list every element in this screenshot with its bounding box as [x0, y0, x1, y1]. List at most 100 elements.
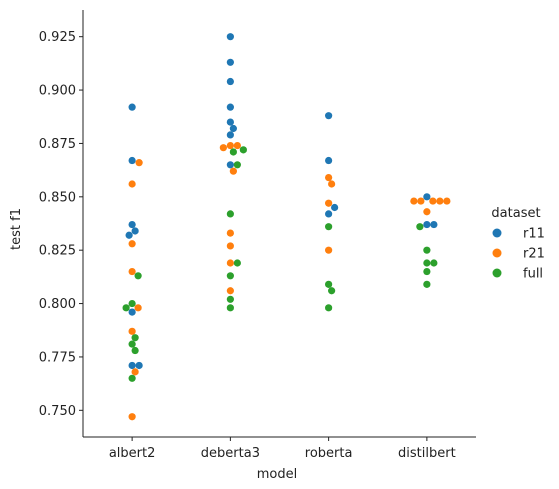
point-deberta3-r21 [233, 141, 241, 150]
point-deberta3-r21 [219, 144, 227, 152]
point-albert2-r11 [135, 361, 143, 370]
y-tick-label: 0.750 [39, 404, 76, 419]
legend-marker-full [492, 268, 502, 278]
legend-label-r11: r11 [523, 227, 545, 242]
point-distilbert-full [423, 259, 431, 267]
y-tick-label: 0.850 [39, 190, 76, 205]
point-albert2-r11 [128, 220, 136, 229]
y-axis-ticks: 0.750 0.775 0.800 0.825 0.850 0.875 0.900 0.925 [39, 30, 83, 419]
point-distilbert-r11 [430, 220, 438, 229]
point-roberta-r11 [325, 156, 333, 165]
point-albert2-full [128, 374, 136, 382]
point-deberta3-r11 [229, 124, 237, 133]
point-albert2-r21 [135, 159, 143, 167]
legend-title: dataset [491, 206, 540, 221]
point-deberta3-r21 [226, 242, 234, 250]
x-axis-label: model [257, 467, 297, 482]
y-tick-label: 0.925 [39, 30, 76, 45]
point-deberta3-full [233, 161, 241, 169]
x-tick-label-distilbert: distilbert [398, 446, 456, 461]
point-deberta3-full [239, 146, 247, 154]
point-albert2-full [131, 334, 139, 342]
point-roberta-full [325, 304, 333, 312]
point-distilbert-r21 [429, 197, 437, 205]
point-deberta3-r11 [226, 161, 234, 169]
point-distilbert-full [430, 259, 438, 267]
legend: dataset r11 r21 full [491, 206, 544, 282]
legend-label-r21: r21 [523, 247, 545, 262]
y-tick-label: 0.900 [39, 84, 76, 99]
point-deberta3-r11 [226, 77, 234, 86]
point-albert2-r21 [134, 304, 142, 312]
point-albert2-full [122, 304, 130, 312]
point-roberta-r11 [325, 210, 333, 218]
point-distilbert-r21 [436, 197, 444, 205]
point-deberta3-r21 [229, 167, 237, 175]
point-roberta-r21 [325, 246, 333, 254]
point-albert2-r21 [128, 180, 136, 188]
point-distilbert-full [423, 246, 431, 254]
point-deberta3-full [226, 304, 234, 312]
point-distilbert-full [423, 267, 431, 276]
point-deberta3-full [226, 210, 234, 218]
point-deberta3-r11 [226, 118, 234, 126]
point-deberta3-r21 [226, 229, 234, 237]
point-roberta-r21 [325, 199, 333, 207]
data-points [122, 33, 451, 421]
y-tick-label: 0.825 [39, 244, 76, 259]
point-albert2-r21 [128, 413, 136, 421]
point-roberta-full [328, 287, 336, 295]
x-tick-label-albert2: albert2 [109, 446, 156, 461]
point-albert2-r21 [131, 368, 139, 376]
point-deberta3-r11 [226, 33, 234, 41]
point-albert2-r11 [128, 361, 136, 370]
point-deberta3-full [233, 259, 241, 267]
point-deberta3-full [226, 295, 234, 303]
point-roberta-r11 [331, 203, 339, 212]
point-albert2-full [134, 272, 142, 280]
point-distilbert-full [416, 223, 424, 231]
point-roberta-r21 [328, 180, 336, 188]
point-albert2-full [128, 299, 136, 308]
point-distilbert-r11 [423, 193, 431, 201]
x-tick-label-deberta3: deberta3 [201, 446, 260, 461]
x-axis-ticks: albert2 deberta3 roberta distilbert [109, 437, 456, 461]
point-distilbert-r21 [443, 197, 451, 205]
point-roberta-full [325, 223, 333, 231]
point-distilbert-r21 [417, 197, 425, 205]
point-distilbert-r11 [423, 220, 431, 229]
point-deberta3-r21 [226, 259, 234, 267]
point-deberta3-r11 [226, 131, 234, 139]
point-albert2-full [131, 346, 139, 355]
point-distilbert-r21 [423, 208, 431, 216]
y-axis-label: test f1 [9, 208, 24, 250]
point-albert2-full [128, 340, 136, 348]
point-albert2-r21 [128, 327, 136, 335]
point-deberta3-full [229, 148, 237, 156]
point-albert2-r21 [128, 240, 136, 248]
point-deberta3-full [226, 272, 234, 280]
y-tick-label: 0.875 [39, 137, 76, 152]
point-albert2-r11 [125, 231, 133, 239]
point-deberta3-r21 [226, 287, 234, 295]
point-distilbert-r21 [410, 197, 418, 205]
x-tick-label-roberta: roberta [305, 446, 353, 461]
y-tick-label: 0.800 [39, 297, 76, 312]
legend-marker-r11 [492, 228, 502, 238]
point-albert2-r21 [128, 267, 136, 276]
point-distilbert-full [423, 280, 431, 288]
legend-marker-r21 [492, 248, 502, 258]
y-tick-label: 0.775 [39, 350, 76, 365]
point-roberta-full [325, 280, 333, 288]
point-albert2-r11 [131, 227, 139, 235]
point-roberta-r21 [325, 173, 333, 182]
point-deberta3-r11 [226, 103, 234, 111]
point-albert2-r11 [128, 156, 136, 165]
legend-label-full: full [523, 267, 543, 282]
point-deberta3-r11 [226, 58, 234, 66]
point-roberta-r11 [325, 112, 333, 120]
point-albert2-r11 [128, 103, 136, 111]
point-deberta3-r21 [226, 141, 234, 150]
point-albert2-r11 [128, 308, 136, 316]
